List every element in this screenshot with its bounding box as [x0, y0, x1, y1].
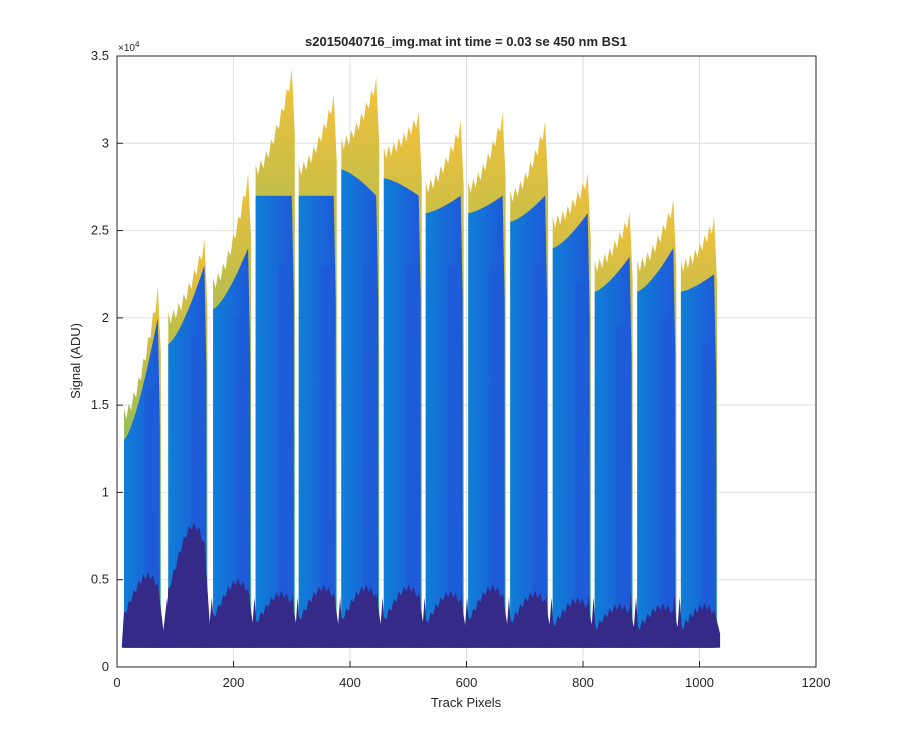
- series-marks: [121, 68, 721, 648]
- segment-shade: [447, 265, 457, 648]
- segment-mid-band: [383, 178, 421, 648]
- valley-mark: [415, 593, 429, 648]
- valley-mark: [372, 593, 387, 648]
- y-tick-label: 1.5: [91, 397, 109, 412]
- segment-mid-band: [298, 195, 336, 648]
- chart-title: s2015040716_img.mat int time = 0.03 se 4…: [305, 34, 627, 49]
- y-tick-label: 0: [102, 659, 109, 674]
- segment-lower-band: [634, 602, 680, 648]
- valley-mark: [457, 593, 471, 648]
- y-tick-label: 1: [102, 484, 109, 499]
- segment-shade: [405, 265, 415, 648]
- x-axis-label: Track Pixels: [431, 695, 502, 710]
- segment-shade: [320, 265, 330, 648]
- segment-shade: [659, 317, 670, 648]
- segment-shade: [362, 265, 373, 648]
- segment-lower-band: [423, 590, 467, 648]
- segment-shade: [190, 335, 201, 648]
- segment-mid-band: [680, 274, 717, 648]
- segment-shade: [531, 265, 542, 648]
- segment-lower-band: [592, 602, 636, 648]
- valley-mark: [584, 593, 597, 648]
- valley-mark: [541, 593, 555, 648]
- segment-lower-band: [381, 584, 425, 648]
- segment-mid-band: [552, 213, 590, 648]
- segment-mid-band: [637, 248, 676, 648]
- valley-mark: [244, 593, 258, 648]
- segment-lower-band: [121, 571, 164, 648]
- x-tick-label: 600: [456, 675, 478, 690]
- valley-mark: [669, 593, 684, 648]
- exponent-power: 4: [135, 40, 140, 49]
- y-tick-label: 3: [102, 135, 109, 150]
- y-tick-label: 2.5: [91, 223, 109, 238]
- valley-mark: [626, 593, 640, 648]
- segment-lower-band: [210, 578, 255, 648]
- axis-ticks: 0 200 400 600 800 1000 1200 0 0.5 1 1.5 2 2.5 3 3.5: [91, 48, 831, 690]
- segment-shade: [489, 265, 499, 648]
- x-tick-label: 800: [572, 675, 594, 690]
- y-tick-label: 3.5: [91, 48, 109, 63]
- segment-shade: [701, 344, 711, 648]
- segment-shade: [616, 326, 626, 648]
- valley-mark: [288, 593, 302, 648]
- segment-mid-band: [255, 195, 294, 648]
- y-axis-label: Signal (ADU): [68, 323, 83, 399]
- y-tick-label: 2: [102, 310, 109, 325]
- x-tick-label: 200: [223, 675, 245, 690]
- segment-lower-band: [165, 522, 211, 648]
- valley-mark: [499, 593, 513, 648]
- x-tick-label: 400: [339, 675, 361, 690]
- segment-lower-band: [550, 596, 594, 648]
- segment-shade: [574, 282, 584, 648]
- segment-lower-band: [296, 584, 340, 648]
- segment-mid-band: [341, 169, 379, 648]
- segment-mid-band: [468, 195, 505, 648]
- valley-mark: [200, 593, 216, 648]
- x-tick-label: 1000: [685, 675, 714, 690]
- y-tick-label: 0.5: [91, 572, 109, 587]
- segment-lower-band: [253, 590, 298, 648]
- exponent-label: ×104: [118, 40, 140, 54]
- segment-lower-band: [338, 584, 383, 648]
- x-tick-label: 0: [113, 675, 120, 690]
- valley-mark: [330, 593, 344, 648]
- valley-mark: [154, 593, 171, 648]
- segment-mid-band: [594, 256, 632, 648]
- segment-lower-band: [465, 584, 509, 648]
- x-tick-label: 1200: [802, 675, 831, 690]
- segment-lower-band: [507, 590, 552, 648]
- segment-shade: [234, 317, 245, 648]
- segment-shade: [278, 265, 288, 648]
- segment-mid-band: [510, 195, 548, 648]
- segment-lower-band: [678, 602, 721, 648]
- segment-mid-band: [425, 195, 463, 648]
- segment-shade: [144, 387, 154, 648]
- exponent-base: ×10: [118, 43, 135, 54]
